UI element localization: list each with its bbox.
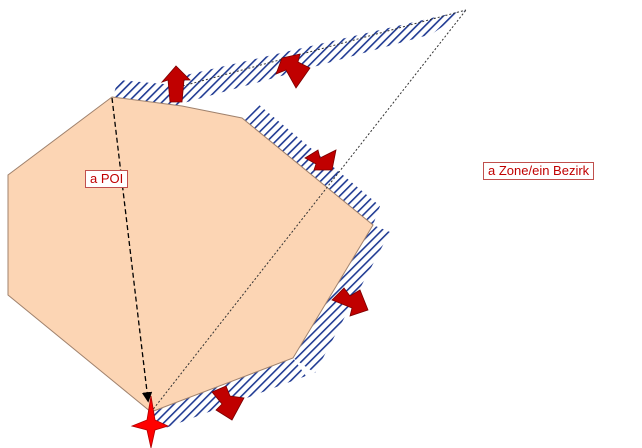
poi-marker-star-icon[interactable] bbox=[130, 395, 170, 448]
hatch-strip-right-upper bbox=[242, 104, 380, 225]
arrow-icon bbox=[304, 149, 337, 171]
hatch-strip-top-right-band bbox=[173, 10, 466, 104]
outward-arrows bbox=[160, 53, 369, 421]
arrow-icon bbox=[211, 385, 245, 421]
arrow-icon bbox=[160, 65, 191, 103]
construction-line-diagonal bbox=[150, 9, 467, 413]
arrow-icon bbox=[275, 53, 311, 89]
zone-label: a Zone/ein Bezirk bbox=[483, 162, 595, 180]
arrow-icon bbox=[331, 287, 369, 317]
poi-label: a POI bbox=[85, 170, 129, 188]
construction-lines bbox=[150, 9, 467, 413]
poi-direction-arrow bbox=[111, 97, 153, 403]
